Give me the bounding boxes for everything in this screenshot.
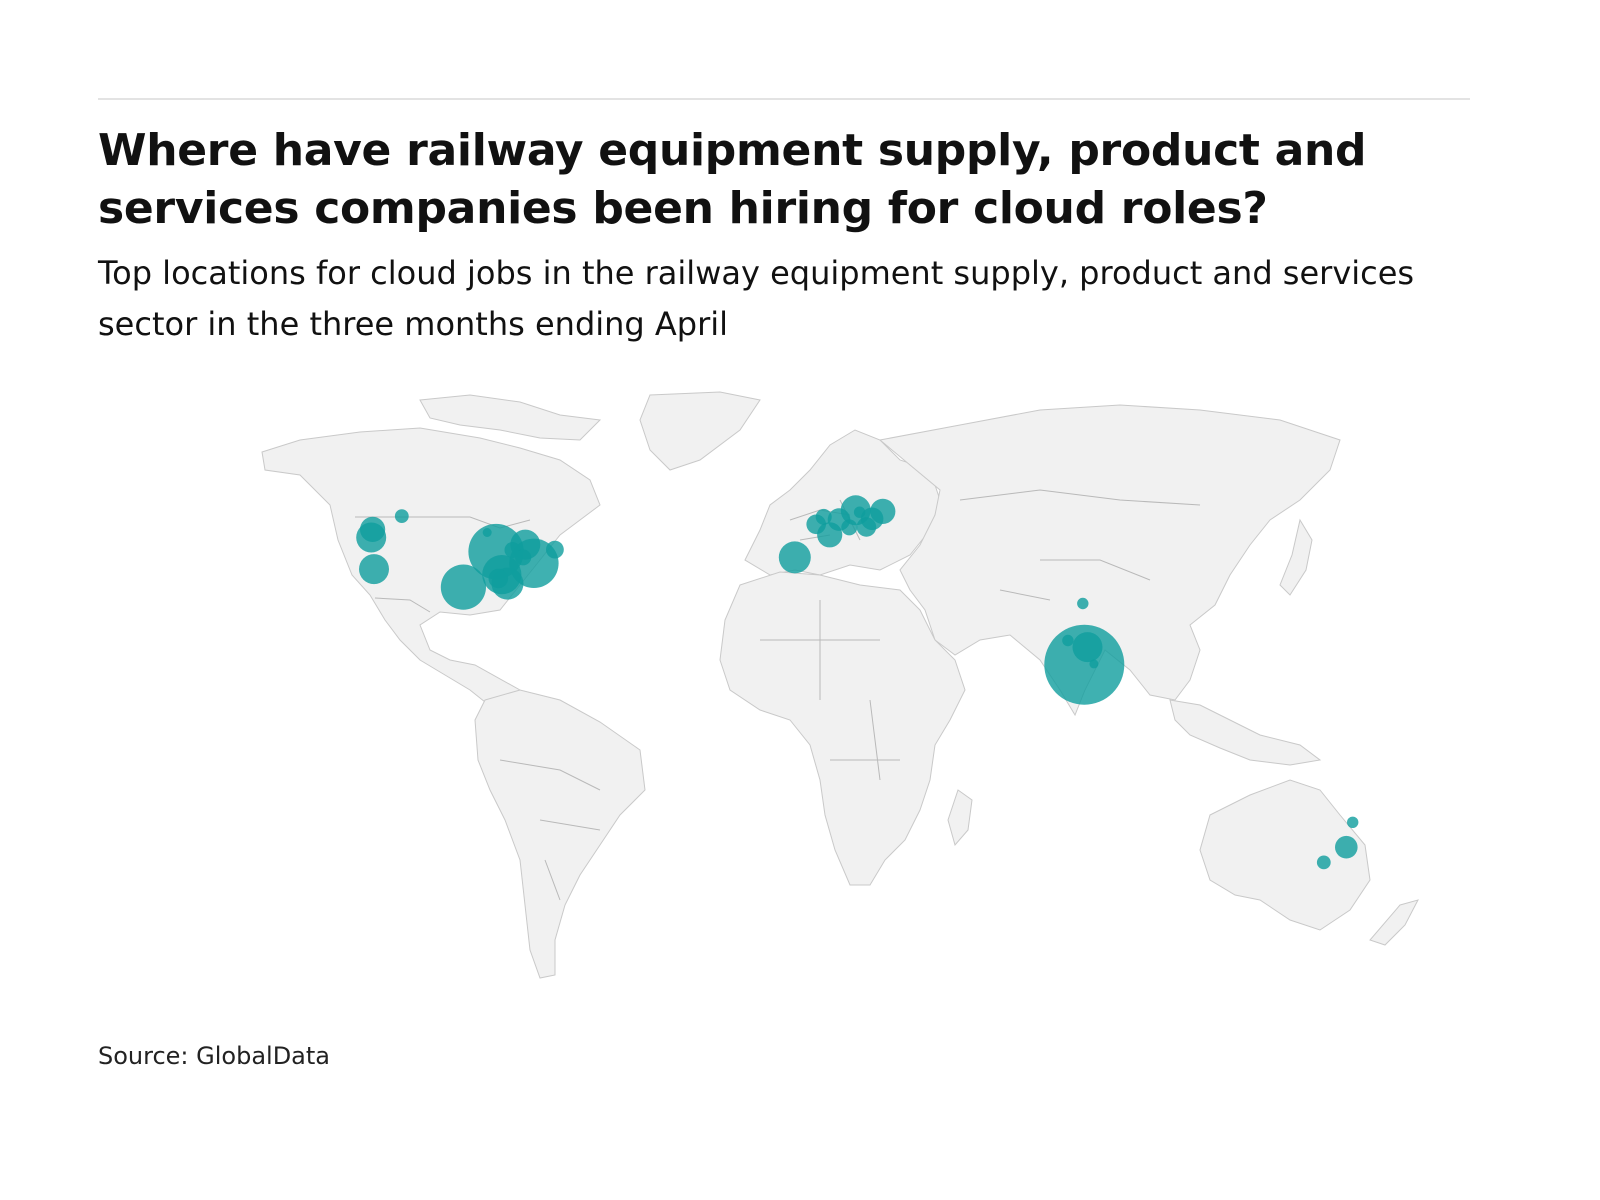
border-south-america-internal: [499, 759, 601, 901]
land-japan: [1279, 518, 1313, 596]
location-bubble: [841, 519, 858, 536]
land-madagascar: [947, 789, 973, 847]
land-layer: [261, 391, 1419, 979]
land-asia: [878, 404, 1341, 717]
land-new-zealand: [1369, 899, 1419, 946]
location-bubble: [1335, 835, 1358, 859]
location-bubble: [1072, 632, 1103, 663]
location-bubble: [778, 541, 811, 574]
border-africa-internal: [760, 600, 900, 781]
border-asia-internal: [959, 489, 1201, 601]
land-australia: [1199, 779, 1371, 931]
border-us-mexico: [374, 597, 431, 613]
location-bubble: [1077, 597, 1089, 610]
land-southeast-asia: [1169, 699, 1322, 766]
location-bubble: [394, 509, 409, 523]
chart-title: Where have railway equipment supply, pro…: [98, 125, 1367, 234]
land-south-america: [474, 689, 646, 979]
location-bubble: [1347, 816, 1359, 828]
land-greenland: [639, 391, 761, 471]
bubble-layer: [356, 495, 1359, 870]
location-bubble: [360, 516, 386, 543]
border-us-canada: [355, 516, 531, 529]
location-bubble: [488, 568, 509, 589]
land-north-america: [261, 427, 601, 711]
world-map: [261, 391, 1419, 979]
location-bubble: [482, 528, 492, 537]
location-bubble: [515, 549, 532, 566]
source-note: Source: GlobalData: [98, 1042, 331, 1070]
land-arctic-islands: [419, 394, 602, 441]
location-bubble: [1062, 634, 1074, 647]
location-bubble: [359, 554, 389, 585]
land-africa: [719, 571, 966, 886]
location-bubble: [815, 508, 832, 525]
location-bubble: [1316, 855, 1331, 870]
location-bubble: [856, 517, 877, 537]
location-bubble: [440, 564, 486, 610]
location-bubble: [853, 506, 866, 518]
chart-subtitle: Top locations for cloud jobs in the rail…: [98, 254, 1415, 343]
location-bubble: [1089, 659, 1099, 669]
location-bubble: [546, 540, 564, 559]
top-rule: [98, 98, 1470, 100]
